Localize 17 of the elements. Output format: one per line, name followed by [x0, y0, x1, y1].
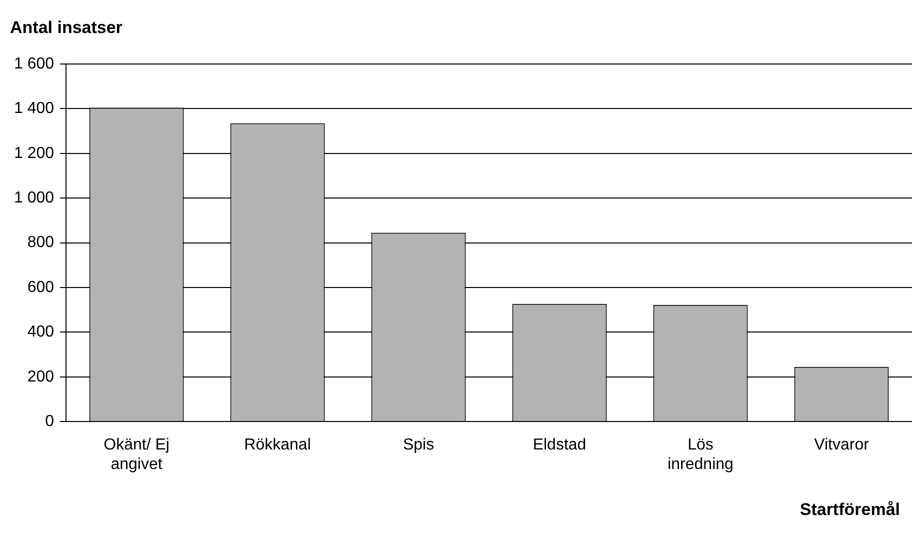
y-tick-label: 200	[27, 368, 54, 386]
y-axis-title: Antal insatser	[10, 18, 122, 38]
y-tick-label: 1 000	[14, 190, 54, 207]
x-tick-label: Vitvaror	[814, 436, 870, 454]
x-axis-title: Startföremål	[800, 500, 900, 520]
y-tick-label: 800	[27, 234, 54, 252]
x-tick-label: Spis	[402, 436, 434, 454]
y-tick-label: 0	[45, 413, 54, 430]
x-tick-label: Lös inredning	[668, 436, 734, 473]
y-tick-label: 400	[27, 324, 54, 341]
x-tick-label: Rökkanal	[244, 436, 311, 454]
y-tick-label: 1 200	[14, 144, 54, 162]
y-tick-label: 1 600	[14, 55, 54, 72]
x-tick-label: Okänt/ Ej angivet	[104, 436, 170, 473]
y-tick-label: 600	[27, 278, 54, 296]
x-tick-label: Eldstad	[532, 436, 586, 454]
y-tick-label: 1 400	[14, 100, 54, 118]
